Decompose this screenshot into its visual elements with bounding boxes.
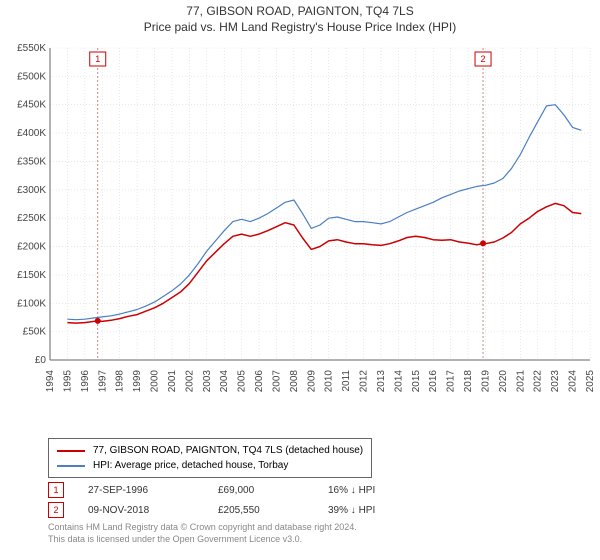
marker-price-1: £69,000 [218, 485, 328, 496]
marker-badge-2: 2 [48, 502, 64, 518]
legend-item-2: HPI: Average price, detached house, Torb… [57, 458, 363, 473]
footer-line-1: Contains HM Land Registry data © Crown c… [48, 522, 357, 534]
marker-pct-2: 39% ↓ HPI [328, 505, 448, 516]
svg-text:2007: 2007 [271, 370, 282, 393]
svg-text:£400K: £400K [17, 128, 46, 139]
svg-text:2023: 2023 [550, 370, 561, 393]
marker-pct-1: 16% ↓ HPI [328, 485, 448, 496]
svg-text:2001: 2001 [167, 370, 178, 393]
svg-text:1995: 1995 [62, 370, 73, 393]
svg-text:2015: 2015 [411, 370, 422, 393]
svg-text:£0: £0 [35, 355, 47, 366]
legend-swatch-1 [57, 450, 85, 452]
svg-text:2004: 2004 [219, 370, 230, 393]
svg-text:£450K: £450K [17, 100, 46, 111]
svg-text:2000: 2000 [150, 370, 161, 393]
svg-text:2011: 2011 [341, 370, 352, 392]
svg-text:£550K: £550K [17, 43, 46, 54]
svg-text:1997: 1997 [97, 370, 108, 393]
svg-text:1996: 1996 [80, 370, 91, 393]
legend-item-1: 77, GIBSON ROAD, PAIGNTON, TQ4 7LS (deta… [57, 443, 363, 458]
svg-text:£500K: £500K [17, 71, 46, 82]
svg-text:1998: 1998 [115, 370, 126, 393]
title-line-1: 77, GIBSON ROAD, PAIGNTON, TQ4 7LS [0, 4, 600, 18]
svg-text:2019: 2019 [480, 370, 491, 393]
svg-text:£250K: £250K [17, 213, 46, 224]
legend-label-2: HPI: Average price, detached house, Torb… [93, 458, 288, 473]
chart-title: 77, GIBSON ROAD, PAIGNTON, TQ4 7LS Price… [0, 0, 600, 34]
svg-text:2018: 2018 [463, 370, 474, 393]
svg-text:1999: 1999 [132, 370, 143, 393]
svg-text:2016: 2016 [428, 370, 439, 393]
svg-text:£100K: £100K [17, 298, 46, 309]
marker-row-1: 1 27-SEP-1996 £69,000 16% ↓ HPI [48, 480, 448, 500]
footer-line-2: This data is licensed under the Open Gov… [48, 534, 357, 546]
svg-text:£200K: £200K [17, 242, 46, 253]
svg-text:2022: 2022 [533, 370, 544, 393]
svg-text:2003: 2003 [202, 370, 213, 393]
svg-text:2014: 2014 [393, 370, 404, 393]
svg-text:2002: 2002 [184, 370, 195, 393]
svg-text:2025: 2025 [585, 370, 596, 393]
legend-swatch-2 [57, 465, 85, 467]
line-chart-svg: £0 £50K £100K £150K £200K £250K £300K £350K £400… [0, 40, 600, 430]
svg-text:£50K: £50K [23, 327, 47, 338]
marker-badge-1: 1 [48, 482, 64, 498]
marker-date-2: 09-NOV-2018 [88, 505, 218, 516]
marker-row-2: 2 09-NOV-2018 £205,550 39% ↓ HPI [48, 500, 448, 520]
svg-text:2024: 2024 [568, 370, 579, 393]
svg-text:2009: 2009 [306, 370, 317, 393]
markers-table: 1 27-SEP-1996 £69,000 16% ↓ HPI 2 09-NOV… [48, 480, 448, 520]
title-line-2: Price paid vs. HM Land Registry's House … [0, 20, 600, 34]
footer: Contains HM Land Registry data © Crown c… [48, 522, 357, 545]
svg-text:2: 2 [481, 54, 486, 64]
svg-text:2013: 2013 [376, 370, 387, 393]
svg-text:1994: 1994 [45, 370, 56, 393]
svg-text:2010: 2010 [324, 370, 335, 393]
marker-date-1: 27-SEP-1996 [88, 485, 218, 496]
chart-area: £0 £50K £100K £150K £200K £250K £300K £350K £400… [0, 40, 600, 430]
svg-text:2005: 2005 [237, 370, 248, 393]
svg-text:£350K: £350K [17, 156, 46, 167]
svg-text:1: 1 [95, 54, 100, 64]
svg-text:2008: 2008 [289, 370, 300, 393]
svg-text:£300K: £300K [17, 185, 46, 196]
legend-label-1: 77, GIBSON ROAD, PAIGNTON, TQ4 7LS (deta… [93, 443, 363, 458]
legend: 77, GIBSON ROAD, PAIGNTON, TQ4 7LS (deta… [48, 438, 372, 478]
svg-text:2012: 2012 [359, 370, 370, 393]
svg-text:2006: 2006 [254, 370, 265, 393]
svg-text:2020: 2020 [498, 370, 509, 393]
svg-text:2021: 2021 [515, 370, 526, 393]
svg-text:2017: 2017 [446, 370, 457, 393]
marker-price-2: £205,550 [218, 505, 328, 516]
svg-text:£150K: £150K [17, 270, 46, 281]
